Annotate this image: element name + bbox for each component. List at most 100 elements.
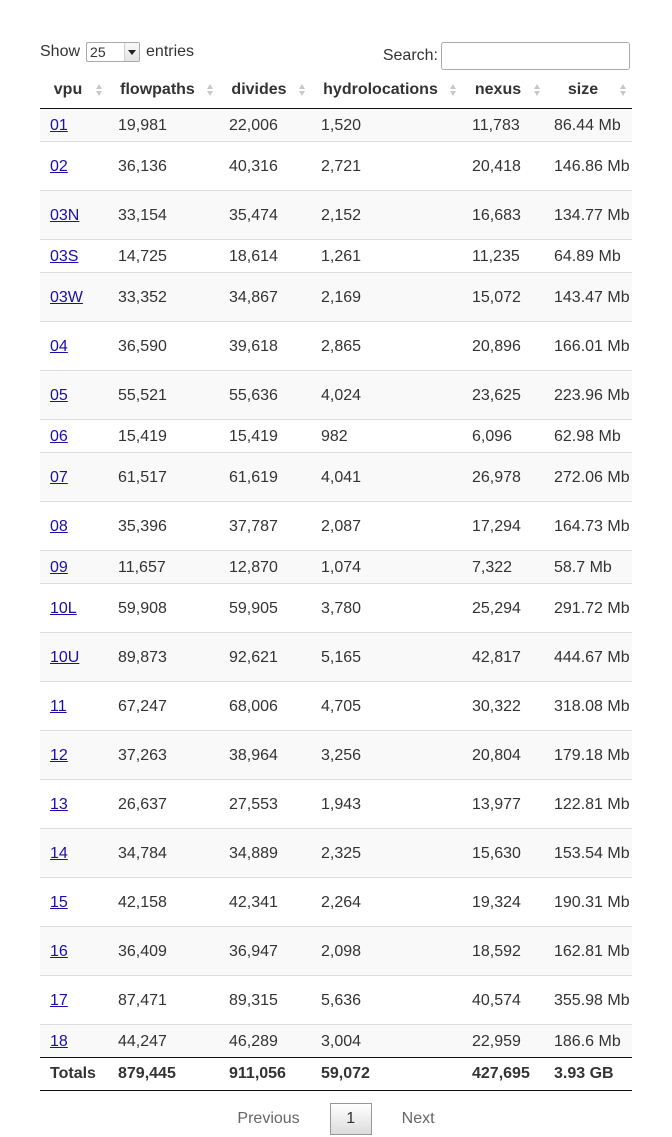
table-row: 15 42,158 42,341 2,264 19,324 190.31 Mb (40, 877, 632, 927)
column-header-size[interactable]: size (546, 72, 632, 109)
cell-vpu: 02 (40, 141, 108, 191)
sort-icon (299, 84, 305, 96)
column-header-hydrolocations[interactable]: hydrolocations (311, 72, 462, 109)
vpu-link[interactable]: 10L (50, 599, 77, 617)
vpu-link[interactable]: 16 (50, 942, 68, 960)
cell-size: 291.72 Mb (546, 583, 632, 633)
cell-size: 143.47 Mb (546, 272, 632, 322)
vpu-link[interactable]: 01 (50, 116, 68, 134)
table-row: 03N 33,154 35,474 2,152 16,683 134.77 Mb (40, 190, 632, 240)
cell-hydrolocations: 2,721 (311, 141, 462, 191)
vpu-link[interactable]: 11 (50, 697, 67, 715)
vpu-link[interactable]: 03S (50, 247, 79, 265)
table-row: 02 36,136 40,316 2,721 20,418 146.86 Mb (40, 141, 632, 191)
table-row: 01 19,981 22,006 1,520 11,783 86.44 Mb (40, 108, 632, 142)
vpu-link[interactable]: 18 (50, 1032, 68, 1050)
column-header-divides[interactable]: divides (219, 72, 311, 109)
cell-vpu: 14 (40, 828, 108, 878)
vpu-link[interactable]: 15 (50, 893, 68, 911)
vpu-link[interactable]: 03W (50, 288, 83, 306)
vpu-link[interactable]: 13 (50, 795, 68, 813)
column-header-label: divides (231, 81, 287, 98)
vpu-link[interactable]: 09 (50, 558, 68, 576)
cell-nexus: 26,978 (462, 452, 546, 502)
cell-vpu: 15 (40, 877, 108, 927)
vpu-link[interactable]: 17 (50, 991, 68, 1009)
cell-hydrolocations: 1,520 (311, 108, 462, 142)
entries-per-page-value: 25 (90, 44, 106, 60)
vpu-link[interactable]: 07 (50, 468, 68, 486)
chevron-down-icon[interactable] (124, 43, 140, 61)
cell-size: 153.54 Mb (546, 828, 632, 878)
cell-flowpaths: 37,263 (108, 730, 219, 780)
cell-nexus: 20,896 (462, 321, 546, 371)
column-header-label: hydrolocations (323, 81, 438, 98)
cell-flowpaths: 61,517 (108, 452, 219, 502)
cell-flowpaths: 87,471 (108, 975, 219, 1025)
cell-size: 223.96 Mb (546, 370, 632, 420)
cell-divides: 22,006 (219, 108, 311, 142)
cell-flowpaths: 26,637 (108, 779, 219, 829)
vpu-link[interactable]: 04 (50, 337, 68, 355)
column-header-label: flowpaths (120, 81, 195, 98)
cell-hydrolocations: 5,636 (311, 975, 462, 1025)
cell-hydrolocations: 2,152 (311, 190, 462, 240)
cell-vpu: 12 (40, 730, 108, 780)
cell-size: 318.08 Mb (546, 681, 632, 731)
vpu-link[interactable]: 14 (50, 844, 68, 862)
table-row: 10L 59,908 59,905 3,780 25,294 291.72 Mb (40, 583, 632, 633)
cell-vpu: 08 (40, 501, 108, 551)
column-header-vpu[interactable]: vpu (40, 72, 108, 109)
vpu-link[interactable]: 06 (50, 427, 68, 445)
vpu-link[interactable]: 10U (50, 648, 80, 666)
cell-flowpaths: 33,352 (108, 272, 219, 322)
table-row: 13 26,637 27,553 1,943 13,977 122.81 Mb (40, 779, 632, 829)
cell-hydrolocations: 1,074 (311, 550, 462, 584)
column-header-nexus[interactable]: nexus (462, 72, 546, 109)
cell-divides: 34,889 (219, 828, 311, 878)
pagination: Previous 1 Next (0, 1103, 672, 1135)
entries-per-page-select[interactable]: 25 (86, 42, 141, 62)
cell-vpu: 17 (40, 975, 108, 1025)
cell-flowpaths: 44,247 (108, 1024, 219, 1058)
previous-page-button[interactable]: Previous (237, 1110, 300, 1127)
column-header-flowpaths[interactable]: flowpaths (108, 72, 219, 109)
cell-vpu: 07 (40, 452, 108, 502)
cell-divides: 12,870 (219, 550, 311, 584)
table-row: 16 36,409 36,947 2,098 18,592 162.81 Mb (40, 926, 632, 976)
cell-flowpaths: 36,409 (108, 926, 219, 976)
cell-size: 166.01 Mb (546, 321, 632, 371)
cell-size: 122.81 Mb (546, 779, 632, 829)
vpu-link[interactable]: 12 (50, 746, 68, 764)
cell-vpu: 06 (40, 419, 108, 453)
cell-nexus: 40,574 (462, 975, 546, 1025)
cell-hydrolocations: 1,261 (311, 239, 462, 273)
cell-vpu: 09 (40, 550, 108, 584)
length-suffix: entries (146, 43, 195, 60)
cell-size: 58.7 Mb (546, 550, 632, 584)
cell-size: 86.44 Mb (546, 108, 632, 142)
vpu-link[interactable]: 03N (50, 206, 80, 224)
current-page-button[interactable]: 1 (329, 1103, 372, 1135)
cell-nexus: 23,625 (462, 370, 546, 420)
cell-vpu: 03W (40, 272, 108, 322)
table-row: 07 61,517 61,619 4,041 26,978 272.06 Mb (40, 452, 632, 502)
table-row: 14 34,784 34,889 2,325 15,630 153.54 Mb (40, 828, 632, 878)
cell-divides: 40,316 (219, 141, 311, 191)
cell-nexus: 20,418 (462, 141, 546, 191)
table-row: 18 44,247 46,289 3,004 22,959 186.6 Mb (40, 1024, 632, 1058)
cell-divides: 36,947 (219, 926, 311, 976)
vpu-link[interactable]: 02 (50, 157, 68, 175)
cell-vpu: 04 (40, 321, 108, 371)
next-page-button[interactable]: Next (401, 1110, 435, 1127)
search-input[interactable] (441, 42, 630, 70)
cell-nexus: 7,322 (462, 550, 546, 584)
cell-hydrolocations: 4,705 (311, 681, 462, 731)
cell-hydrolocations: 4,024 (311, 370, 462, 420)
cell-size: 162.81 Mb (546, 926, 632, 976)
sort-icon (620, 84, 626, 96)
vpu-link[interactable]: 05 (50, 386, 68, 404)
vpu-link[interactable]: 08 (50, 517, 68, 535)
total-divides: 911,056 (219, 1057, 311, 1091)
search-label: Search: (382, 47, 438, 64)
